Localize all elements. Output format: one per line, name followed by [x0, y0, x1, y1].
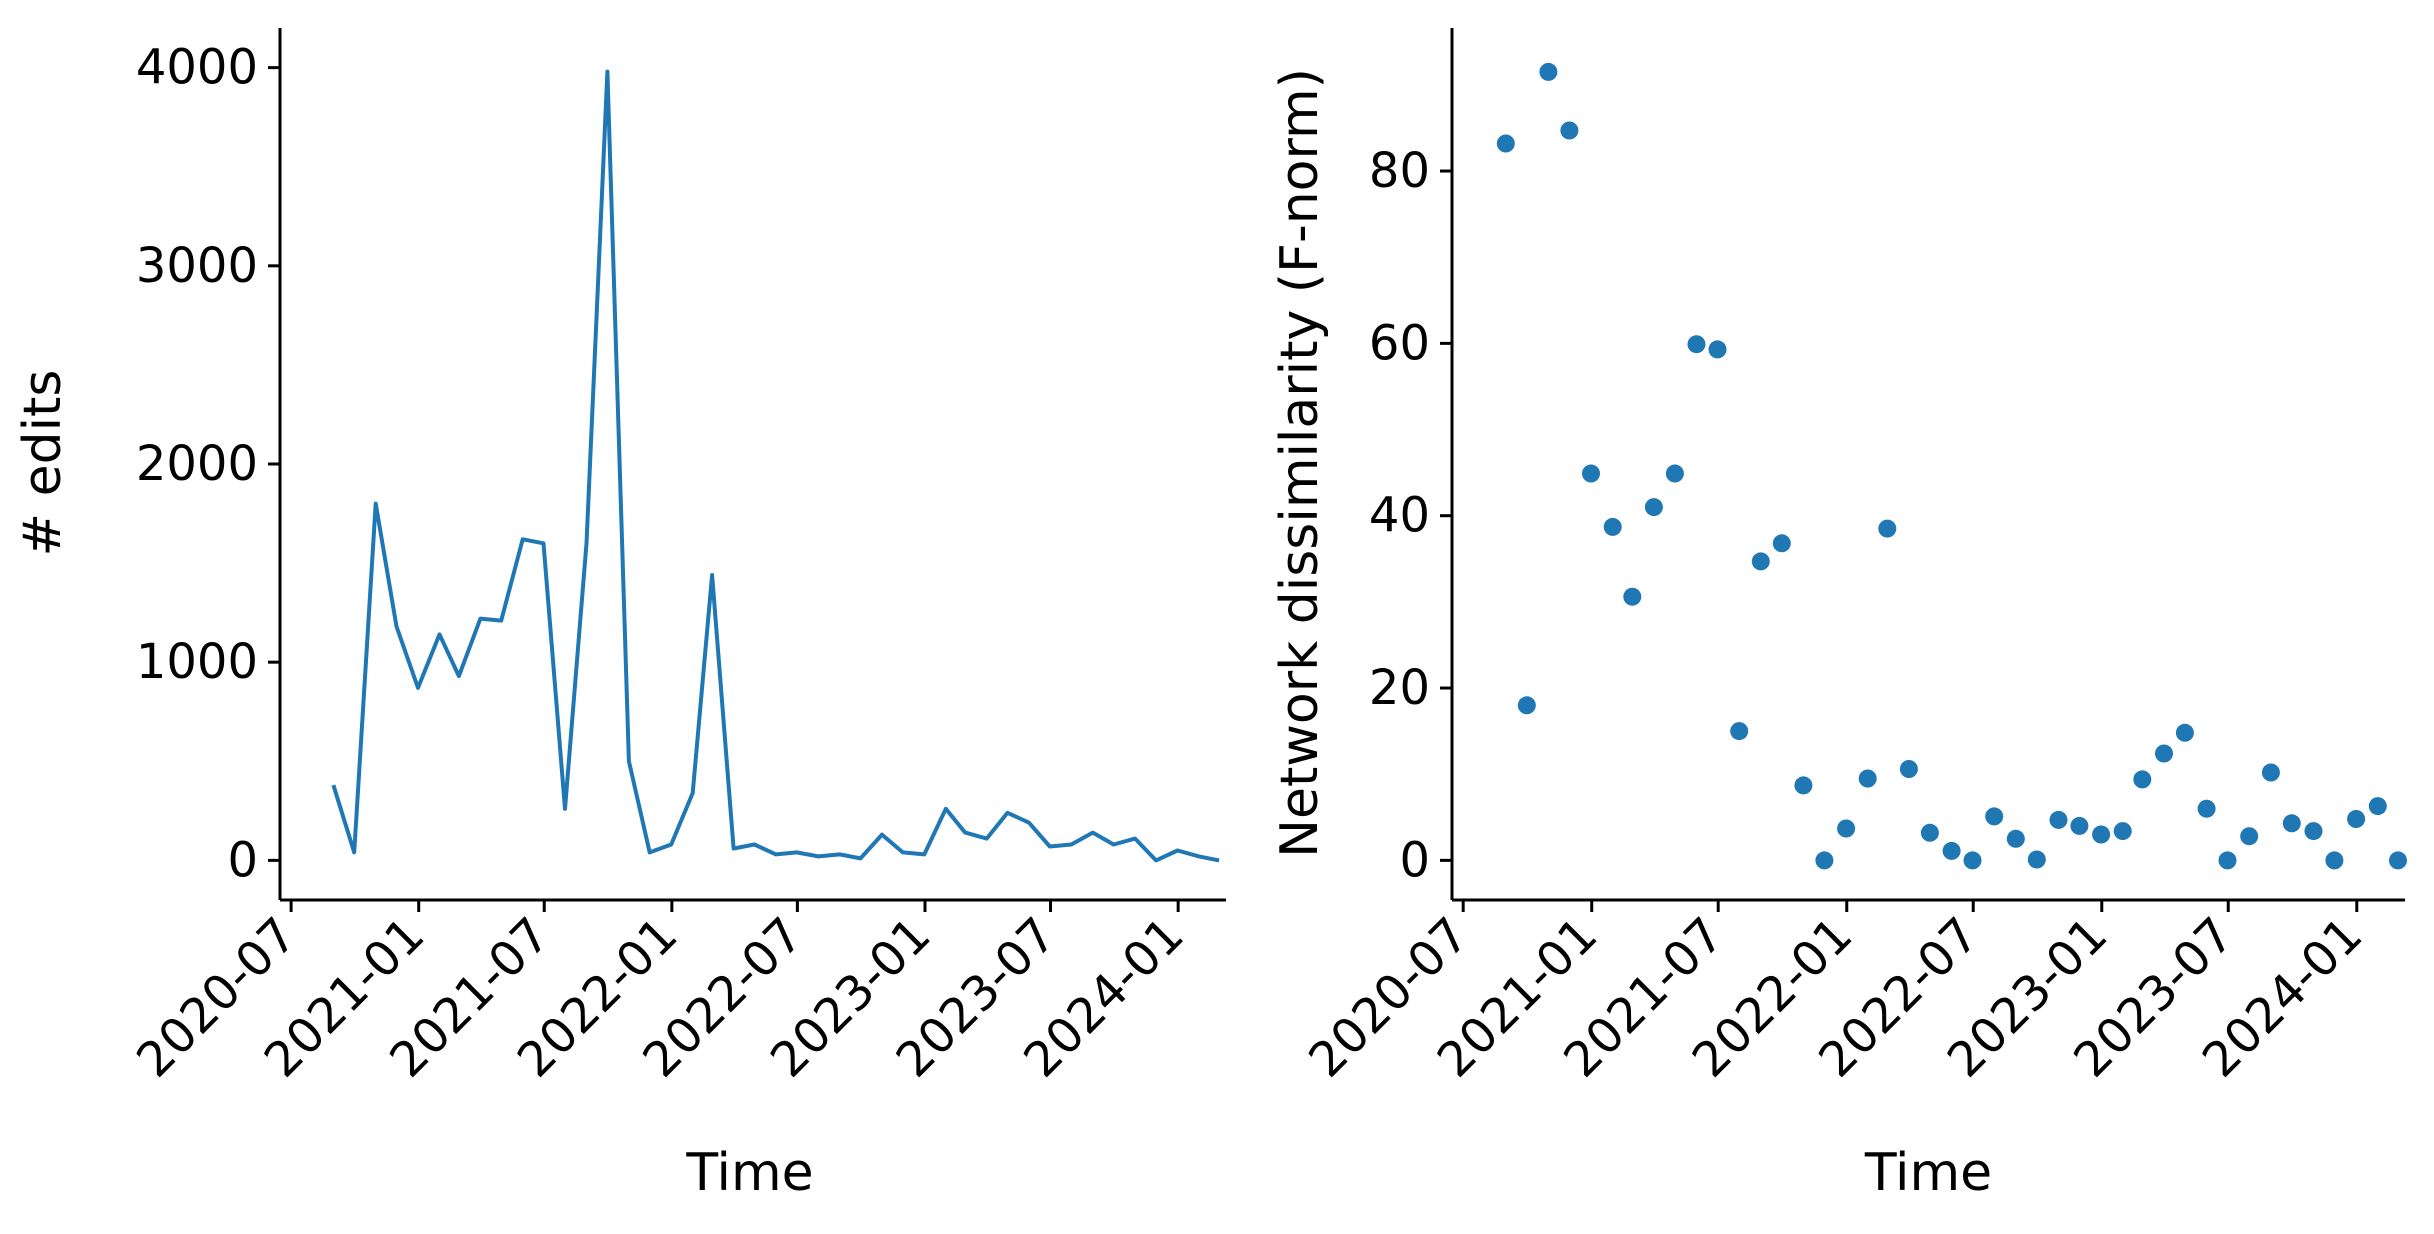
x-axis-label: Time [685, 1143, 813, 1203]
scatter-point [1942, 841, 1961, 860]
scatter-point [1985, 807, 2004, 826]
edits-series-line [331, 69, 1220, 863]
scatter-point [2197, 799, 2216, 818]
scatter-point [2006, 829, 2025, 848]
scatter-point [2155, 744, 2173, 763]
edits-line-chart: 010002000300040002020-072021-012021-0720… [13, 28, 1226, 1203]
scatter-point [1517, 696, 1536, 715]
scatter-point [2304, 822, 2323, 841]
scatter-point [1665, 464, 1684, 483]
scatter-point [2389, 851, 2407, 870]
scatter-point [1708, 340, 1727, 359]
y-tick-label: 3000 [136, 238, 258, 294]
scatter-point [1858, 769, 1877, 788]
y-tick-label: 80 [1369, 143, 1430, 199]
scatter-point [1920, 823, 1939, 842]
dissimilarity-scatter-chart: 0204060802020-072021-012021-072022-01202… [1270, 28, 2407, 1203]
scatter-point [1899, 760, 1918, 778]
scatter-point [2113, 822, 2132, 841]
scatter-point [1603, 517, 1622, 536]
y-tick-label: 20 [1369, 660, 1430, 716]
scatter-point [1878, 519, 1897, 538]
scatter-point [2368, 797, 2387, 816]
scatter-point [2027, 850, 2046, 869]
scatter-point [1582, 464, 1600, 483]
scatter-point [1560, 121, 1579, 140]
scatter-point [2325, 851, 2344, 870]
scatter-point [2282, 814, 2301, 833]
scatter-point [2092, 825, 2111, 844]
scatter-point [1730, 722, 1749, 741]
scatter-point [2261, 763, 2280, 782]
scatter-point [1496, 134, 1515, 153]
scatter-point [1644, 498, 1663, 517]
scatter-point [1837, 819, 1856, 838]
scatter-point [1794, 776, 1813, 795]
y-axis-label: Network dissimilarity (F-norm) [1270, 68, 1330, 858]
scatter-point [2133, 770, 2152, 789]
scatter-point [1772, 534, 1791, 553]
scatter-point [1539, 62, 1558, 81]
scatter-point [2175, 723, 2194, 742]
y-tick-label: 2000 [136, 436, 258, 492]
scatter-point [1963, 851, 1982, 870]
scatter-point [2070, 816, 2089, 835]
y-tick-label: 40 [1369, 488, 1430, 544]
y-tick-label: 4000 [136, 40, 258, 96]
scatter-point [1623, 587, 1642, 606]
scatter-point [2218, 851, 2237, 870]
scatter-point [1815, 851, 1834, 870]
scatter-point [2049, 810, 2068, 829]
scatter-point [1751, 552, 1770, 571]
y-axis-label: # edits [13, 369, 73, 556]
y-tick-label: 0 [227, 832, 258, 888]
y-tick-label: 0 [1399, 832, 1430, 888]
x-axis-label: Time [1864, 1143, 1992, 1203]
scatter-point [1687, 335, 1706, 354]
scatter-point [2347, 810, 2366, 828]
y-tick-label: 60 [1369, 315, 1430, 371]
scatter-point [2240, 827, 2259, 846]
y-tick-label: 1000 [136, 634, 258, 690]
